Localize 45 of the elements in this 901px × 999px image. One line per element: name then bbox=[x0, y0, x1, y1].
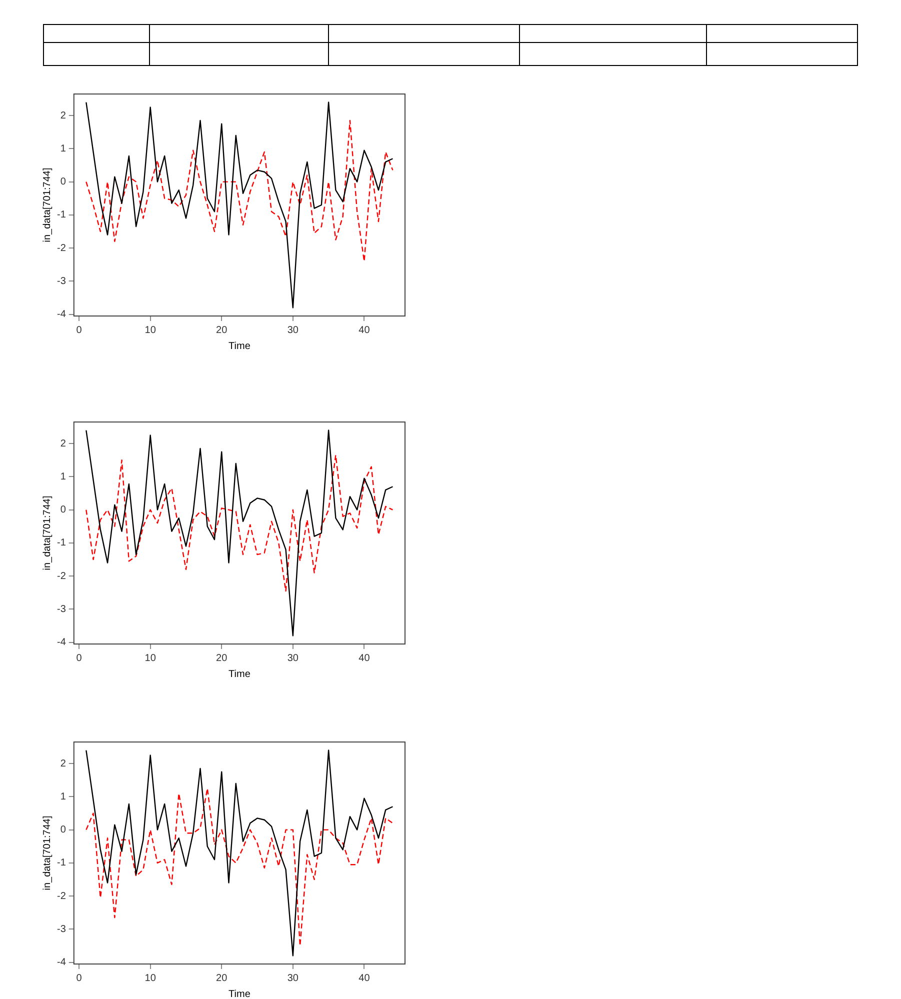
y-tick-label: -1 bbox=[56, 858, 66, 869]
y-tick-label: 0 bbox=[60, 176, 66, 188]
y-tick-label: 0 bbox=[60, 824, 66, 836]
x-tick-label: 10 bbox=[144, 972, 156, 984]
x-axis-title: Time bbox=[228, 340, 251, 352]
y-tick-label: 1 bbox=[60, 791, 66, 802]
x-tick-label: 20 bbox=[216, 972, 228, 984]
y-tick-label: -4 bbox=[56, 637, 66, 648]
y-axis-title: in_data[701:744] bbox=[42, 168, 53, 242]
y-tick-label: -1 bbox=[56, 210, 66, 221]
y-axis-title: in_data[701:744] bbox=[42, 496, 53, 570]
x-tick-label: 30 bbox=[287, 652, 299, 664]
y-tick-label: 1 bbox=[60, 143, 66, 154]
x-tick-label: 30 bbox=[287, 324, 299, 336]
x-tick-label: 10 bbox=[144, 652, 156, 664]
x-tick-label: 0 bbox=[76, 652, 82, 664]
x-axis-title: Time bbox=[228, 668, 251, 680]
y-tick-label: -3 bbox=[56, 924, 66, 935]
y-tick-label: -2 bbox=[56, 242, 66, 254]
y-axis-title: in_data[701:744] bbox=[42, 816, 53, 890]
line-series bbox=[86, 454, 394, 592]
x-tick-label: 40 bbox=[358, 972, 370, 984]
x-tick-label: 0 bbox=[76, 972, 82, 984]
y-tick-label: -2 bbox=[56, 890, 66, 902]
x-tick-label: 30 bbox=[287, 972, 299, 984]
x-tick-label: 40 bbox=[358, 324, 370, 336]
y-tick-label: -2 bbox=[56, 570, 66, 582]
x-tick-label: 40 bbox=[358, 652, 370, 664]
x-tick-label: 20 bbox=[216, 652, 228, 664]
y-tick-label: 0 bbox=[60, 504, 66, 516]
line-series bbox=[86, 120, 394, 262]
y-tick-label: -4 bbox=[56, 957, 66, 968]
x-axis-title: Time bbox=[228, 988, 251, 999]
y-tick-label: 2 bbox=[60, 758, 66, 770]
y-tick-label: 2 bbox=[60, 438, 66, 450]
line-series bbox=[86, 788, 394, 946]
y-tick-label: -1 bbox=[56, 538, 66, 549]
y-tick-label: 2 bbox=[60, 110, 66, 122]
y-tick-label: -3 bbox=[56, 604, 66, 615]
y-tick-label: -3 bbox=[56, 276, 66, 287]
y-tick-label: -4 bbox=[56, 309, 66, 320]
x-tick-label: 20 bbox=[216, 324, 228, 336]
y-tick-label: 1 bbox=[60, 471, 66, 482]
x-tick-label: 10 bbox=[144, 324, 156, 336]
x-tick-label: 0 bbox=[76, 324, 82, 336]
